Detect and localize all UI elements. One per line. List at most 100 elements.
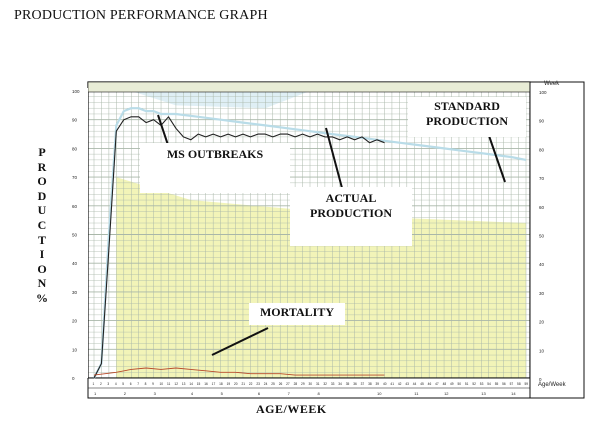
x-week-tick-label: 39 xyxy=(376,382,380,386)
y-axis-label-char: C xyxy=(37,217,47,232)
right-tick-label: 70 xyxy=(539,176,545,181)
x-month-tick-label: 1 xyxy=(94,391,97,396)
x-week-tick-label: 7 xyxy=(137,382,139,386)
x-week-tick-label: 57 xyxy=(510,382,514,386)
x-week-tick-label: 21 xyxy=(241,382,245,386)
standard-production-line xyxy=(93,107,527,379)
y-axis-label-char: P xyxy=(38,145,46,159)
standard-production-pointer xyxy=(486,129,506,183)
y-tick-label: 90 xyxy=(72,118,78,123)
right-tick-label: 0 xyxy=(539,377,542,382)
x-week-tick-label: 2 xyxy=(100,382,102,386)
right-tick-label: 100 xyxy=(539,90,547,95)
x-week-tick-label: 23 xyxy=(256,382,260,386)
x-month-tick-label: 5 xyxy=(221,391,224,396)
x-week-tick-label: 12 xyxy=(174,382,178,386)
x-month-tick-label: 13 xyxy=(481,391,486,396)
x-week-tick-label: 27 xyxy=(286,382,290,386)
top-week-strip xyxy=(87,81,531,93)
y-axis-label-char: O xyxy=(37,174,47,189)
mortality-label: MORTALITY xyxy=(259,305,335,319)
actual-production-line xyxy=(93,116,385,379)
page-title: PRODUCTION PERFORMANCE GRAPH xyxy=(14,8,268,23)
y-tick-label: 80 xyxy=(72,146,78,151)
x-month-tick-label: 8 xyxy=(317,391,320,396)
x-week-tick-label: 4 xyxy=(115,382,117,386)
y-axis-label-char: % xyxy=(36,290,48,305)
x-week-tick-label: 28 xyxy=(294,382,298,386)
x-week-tick-label: 11 xyxy=(167,382,171,386)
x-week-tick-label: 15 xyxy=(197,382,201,386)
x-week-tick-label: 56 xyxy=(502,382,506,386)
y-axis-label-char: I xyxy=(39,247,45,262)
x-axis-label: AGE/WEEK xyxy=(256,402,327,416)
y-axis-label: P R O D U C T I O N% xyxy=(34,145,50,306)
x-week-tick-label: 49 xyxy=(450,382,454,386)
x-week-tick-label: 45 xyxy=(420,382,424,386)
y-tick-label: 20 xyxy=(72,319,78,324)
y-tick-label: 0 xyxy=(72,376,75,381)
right-tick-label: 80 xyxy=(539,147,545,152)
right-tick-label: 40 xyxy=(539,262,545,267)
x-week-tick-label: 31 xyxy=(316,382,320,386)
x-week-tick-label: 38 xyxy=(368,382,372,386)
y-axis-label-char: D xyxy=(37,188,47,203)
x-month-tick-label: 6 xyxy=(258,391,261,396)
x-week-tick-label: 35 xyxy=(346,382,350,386)
x-week-tick-label: 32 xyxy=(323,382,327,386)
x-week-tick-label: 42 xyxy=(398,382,402,386)
x-week-tick-label: 19 xyxy=(227,382,231,386)
y-tick-label: 10 xyxy=(72,347,78,352)
x-month-tick-label: 3 xyxy=(154,391,157,396)
y-axis-label-char: O xyxy=(37,261,47,276)
x-week-tick-label: 53 xyxy=(480,382,484,386)
y-tick-label: 60 xyxy=(72,204,78,209)
x-week-tick-label: 50 xyxy=(457,382,461,386)
x-week-tick-label: 9 xyxy=(152,382,154,386)
y-tick-label: 100 xyxy=(72,89,80,94)
y-tick-label: 50 xyxy=(72,233,78,238)
x-week-tick-label: 54 xyxy=(487,382,491,386)
mortality-pointer xyxy=(211,327,269,356)
x-week-tick-label: 10 xyxy=(160,382,164,386)
x-week-tick-label: 52 xyxy=(472,382,476,386)
right-tick-label: 10 xyxy=(539,348,545,353)
x-week-tick-label: 40 xyxy=(383,382,387,386)
bottom-axis-title: Age/Week xyxy=(538,382,567,388)
x-week-tick-label: 17 xyxy=(212,382,216,386)
actual-production-label: ACTUAL PRODUCTION xyxy=(309,191,392,220)
x-week-tick-label: 14 xyxy=(189,382,193,386)
right-tick-label: 60 xyxy=(539,205,545,210)
x-week-tick-label: 46 xyxy=(428,382,432,386)
x-week-tick-label: 44 xyxy=(413,382,417,386)
x-month-tick-label: 4 xyxy=(191,391,194,396)
ms-outbreaks-label: MS OUTBREAKS xyxy=(166,147,264,161)
x-week-tick-label: 8 xyxy=(145,382,147,386)
x-week-tick-label: 13 xyxy=(182,382,186,386)
y-axis-label-char: U xyxy=(37,203,47,218)
right-tick-label: 20 xyxy=(539,320,545,325)
x-week-tick-label: 47 xyxy=(435,382,439,386)
x-week-tick-label: 22 xyxy=(249,382,253,386)
y-tick-label: 70 xyxy=(72,175,78,180)
x-month-tick-label: 7 xyxy=(288,391,291,396)
right-tick-label: 50 xyxy=(539,234,545,239)
x-week-tick-label: 24 xyxy=(264,382,268,386)
x-month-tick-label: 12 xyxy=(444,391,449,396)
x-week-tick-label: 34 xyxy=(338,382,342,386)
x-week-tick-label: 29 xyxy=(301,382,305,386)
x-week-tick-label: 6 xyxy=(130,382,132,386)
x-month-tick-label: 10 xyxy=(377,391,382,396)
x-month-tick-label: 2 xyxy=(124,391,127,396)
standard-production-callout: STANDARD PRODUCTION xyxy=(408,97,526,137)
x-week-tick-label: 37 xyxy=(361,382,365,386)
x-week-tick-label: 30 xyxy=(309,382,313,386)
x-week-tick-label: 20 xyxy=(234,382,238,386)
x-week-tick-label: 33 xyxy=(331,382,335,386)
y-tick-label: 30 xyxy=(72,290,78,295)
x-month-tick-label: 11 xyxy=(414,391,419,396)
x-week-tick-label: 1 xyxy=(93,382,95,386)
standard-production-label: STANDARD PRODUCTION xyxy=(425,99,508,128)
x-week-tick-label: 48 xyxy=(443,382,447,386)
